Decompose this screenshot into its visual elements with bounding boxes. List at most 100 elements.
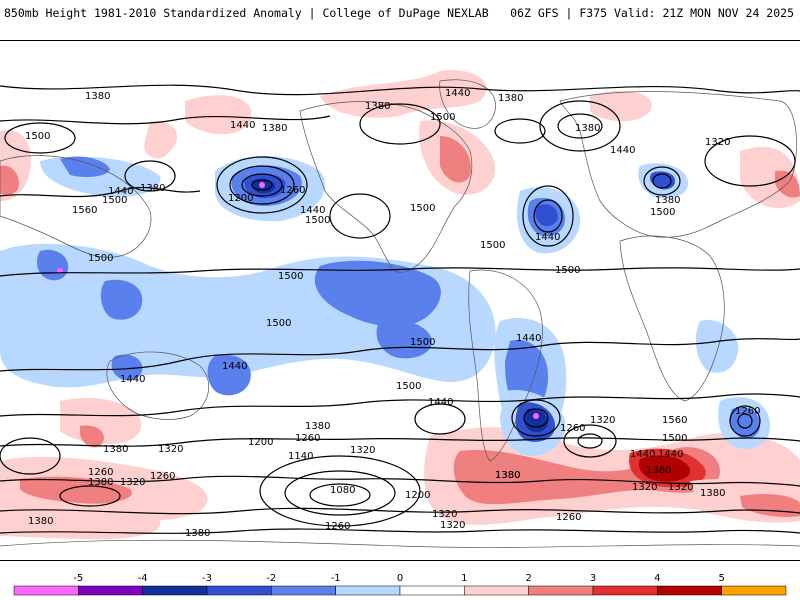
contour-label: 1320 [350, 445, 375, 456]
contour-line [0, 393, 800, 417]
map-canvas: 1380 1380 1440 1380 1440 1500 1380 1380 … [0, 70, 800, 548]
low-center-contour [216, 156, 308, 214]
antarctica-coast [0, 539, 800, 548]
contour-label: 1380 [655, 195, 680, 206]
low-center-contour [737, 413, 753, 429]
contour-line [0, 507, 800, 515]
colorbar-swatch [592, 585, 658, 596]
anomaly-region [80, 425, 104, 448]
contour-label: 1500 [555, 265, 580, 276]
anomaly-region [638, 455, 691, 482]
contour-label: 1380 [700, 488, 725, 499]
contour-line [0, 115, 331, 125]
contour-label: 1440 [428, 397, 453, 408]
low-center-contour [643, 166, 681, 196]
anomaly-region [100, 279, 143, 320]
colorbar-swatch [271, 585, 336, 596]
contour-label: 1320 [440, 520, 465, 531]
contour-label: 1320 [120, 477, 145, 488]
anomaly-region [590, 91, 652, 122]
contour-label: 1440 [230, 120, 255, 131]
contour-label: 1200 [228, 193, 253, 204]
contour-label: 1380 [646, 465, 671, 476]
contour-label: 1320 [632, 482, 657, 493]
contour-label: 1440 [610, 145, 635, 156]
contour-label: 1440 [108, 186, 133, 197]
low-center-contour [729, 405, 761, 437]
contour-label: 1200 [405, 490, 430, 501]
asia-east-coast [0, 155, 152, 258]
negative-anomaly-shading [0, 156, 770, 456]
colorbar-swatch [657, 585, 722, 596]
contour-label: 1380 [495, 470, 520, 481]
low-center-contour [563, 424, 617, 458]
colorbar-swatch [13, 585, 79, 596]
low-center-contour [251, 179, 273, 191]
colorbar-legend: -5 -4 -3 -2 -1 0 1 2 3 4 5 [13, 573, 787, 596]
contour-label: 1440 [445, 88, 470, 99]
contour-label: 1380 [262, 123, 287, 134]
contour-label: 1500 [480, 240, 505, 251]
coastlines [0, 79, 800, 548]
contour-label: 1080 [330, 485, 355, 496]
colorbar-tick-label: -3 [202, 573, 212, 584]
colorbar-tick-label: -5 [73, 573, 83, 584]
contour-label: 1380 [140, 183, 165, 194]
low-center-contour [533, 199, 563, 233]
anomaly-region [533, 413, 539, 419]
anomaly-region [0, 510, 161, 540]
contour-label: 1320 [432, 509, 457, 520]
colorbar-swatch [206, 585, 272, 596]
colorbar-swatch [721, 585, 787, 596]
contour-label: 1440 [658, 449, 683, 460]
low-center-contour [652, 173, 672, 189]
contour-label: 1380 [85, 91, 110, 102]
anomaly-region [20, 476, 132, 504]
contour-label: 1260 [325, 521, 350, 532]
contour-label: 1500 [430, 112, 455, 123]
anomaly-region [695, 320, 739, 373]
model-run-info: 06Z GFS | F375 Valid: 21Z MON NOV 24 202… [510, 6, 794, 20]
colorbar-tick-label: 1 [461, 573, 467, 584]
low-center-contour [309, 483, 371, 507]
colorbar-tick-label: 5 [719, 573, 725, 584]
anomaly-region [320, 70, 487, 118]
contour-line [0, 186, 201, 198]
contour-label: 1560 [72, 205, 97, 216]
low-center-contour [329, 193, 391, 239]
contour-label: 1500 [410, 337, 435, 348]
contour-label: 1380 [28, 516, 53, 527]
contour-label: 1380 [88, 477, 113, 488]
low-center-contour [284, 470, 396, 516]
contour-label: 1380 [103, 444, 128, 455]
contour-label: 1380 [498, 93, 523, 104]
contour-line [0, 338, 800, 372]
low-center-contour [557, 113, 603, 139]
anomaly-region [111, 354, 143, 381]
anomaly-region [314, 260, 441, 327]
colorbar-swatch [528, 585, 594, 596]
colorbar-tick-label: -2 [266, 573, 276, 584]
colorbar-tick-label: 4 [654, 573, 660, 584]
africa-coast [619, 235, 725, 402]
low-center-contour [539, 100, 621, 152]
contour-label: 1500 [278, 271, 303, 282]
contour-label: 1260 [735, 406, 760, 417]
contour-label: 1380 [495, 470, 520, 481]
anomaly-region [376, 319, 432, 359]
contour-label: 1500 [396, 381, 421, 392]
contour-line [0, 84, 800, 96]
contour-label: 1320 [668, 482, 693, 493]
low-center-contour [241, 173, 283, 197]
contour-label: 1380 [305, 421, 330, 432]
contour-label: 1320 [590, 415, 615, 426]
colorbar-swatch [464, 585, 529, 596]
contour-labels: 1380 1380 1440 1380 1440 1500 1380 1380 … [25, 88, 760, 539]
contour-label: 1500 [25, 131, 50, 142]
low-center-contour [4, 122, 76, 154]
contour-label: 1440 [516, 333, 541, 344]
colorbar-tick-label: 3 [590, 573, 596, 584]
map-title: 850mb Height 1981-2010 Standardized Anom… [4, 6, 489, 20]
greenland-coast [439, 79, 496, 129]
colorbar-tick-label: 2 [526, 573, 532, 584]
